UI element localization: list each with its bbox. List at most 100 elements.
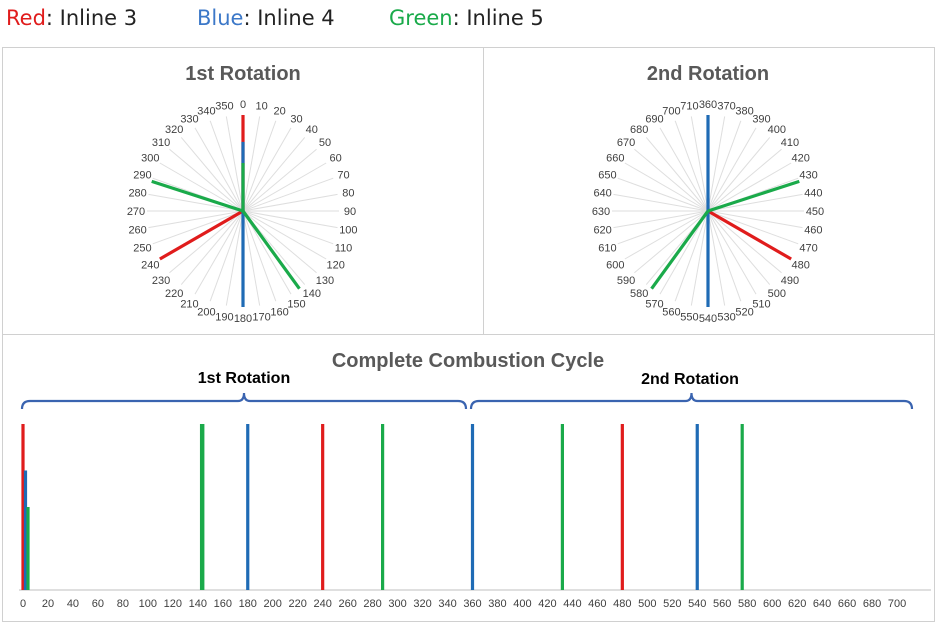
angle-tick-label: 550 (680, 311, 698, 323)
angle-tick-label: 170 (252, 311, 270, 323)
legend-blue-word: Blue (197, 6, 244, 30)
angle-tick-label: 290 (133, 169, 151, 181)
legend-item-green: Green: Inline 5 (389, 6, 544, 30)
angle-tick-label: 190 (215, 311, 233, 323)
grid-spoke (242, 127, 292, 212)
grid-spoke (225, 210, 244, 306)
angle-tick-label: 20 (273, 105, 285, 117)
x-tick-label: 40 (67, 598, 79, 610)
x-tick-label: 680 (863, 598, 881, 610)
x-tick-label: 460 (588, 598, 606, 610)
x-tick-label: 300 (388, 598, 406, 610)
angle-tick-label: 220 (165, 288, 183, 300)
angle-tick-label: 700 (662, 105, 680, 117)
angle-tick-label: 380 (735, 105, 753, 117)
angle-tick-label: 620 (593, 225, 611, 237)
series-green-line (707, 179, 800, 213)
legend-item-red: Red: Inline 3 (6, 6, 137, 30)
chart-title: 1st Rotation (185, 63, 301, 85)
angle-tick-label: 510 (752, 299, 770, 311)
angle-tick-label: 650 (598, 169, 616, 181)
x-tick-label: 440 (563, 598, 581, 610)
annotation-1st-rotation: 1st Rotation (198, 370, 290, 387)
angle-tick-label: 330 (180, 113, 198, 125)
grid-spoke (634, 210, 709, 274)
grid-spoke (707, 210, 799, 245)
grid-spoke (148, 193, 244, 212)
angle-tick-label: 590 (617, 275, 635, 287)
angle-tick-label: 490 (781, 275, 799, 287)
legend-red-text: : Inline 3 (45, 6, 138, 30)
grid-spoke (159, 162, 244, 212)
grid-spoke (613, 210, 709, 229)
angle-tick-label: 150 (287, 299, 305, 311)
brace-1st-rotation (20, 392, 468, 410)
x-tick-label: 120 (164, 598, 182, 610)
angle-tick-label: 390 (752, 113, 770, 125)
bar-blue (246, 424, 250, 590)
chart-title: Complete Combustion Cycle (332, 350, 604, 372)
legend-item-blue: Blue: Inline 4 (197, 6, 335, 30)
grid-spoke (242, 148, 317, 212)
grid-spoke (242, 177, 334, 212)
angle-tick-label: 80 (342, 187, 354, 199)
grid-spoke (242, 210, 277, 302)
legend-green-text: : Inline 5 (452, 6, 544, 30)
angle-tick-label: 460 (804, 225, 822, 237)
brace-2nd-rotation (469, 392, 914, 410)
x-tick-label: 400 (513, 598, 531, 610)
bar-blue (695, 424, 699, 590)
angle-tick-label: 470 (799, 243, 817, 255)
grid-spoke (707, 210, 803, 229)
angle-tick-label: 160 (270, 307, 288, 319)
grid-spoke (613, 193, 709, 212)
angle-tick-label: 230 (152, 275, 170, 287)
series-green-line (650, 210, 710, 290)
angle-tick-label: 60 (330, 153, 342, 165)
series-red-line (707, 209, 792, 261)
x-tick-label: 360 (463, 598, 481, 610)
grid-spoke (242, 210, 338, 229)
grid-spoke (634, 148, 709, 212)
grid-spoke (707, 210, 771, 285)
angle-tick-label: 690 (645, 113, 663, 125)
grid-spoke (242, 162, 327, 212)
x-tick-label: 380 (488, 598, 506, 610)
grid-spoke (242, 210, 261, 306)
angle-tick-label: 400 (768, 124, 786, 136)
grid-spoke (707, 162, 792, 212)
x-tick-label: 80 (117, 598, 129, 610)
grid-spoke (617, 177, 709, 212)
grid-spoke (242, 137, 306, 212)
grid-spoke (152, 210, 244, 245)
x-tick-label: 500 (638, 598, 656, 610)
x-tick-label: 260 (338, 598, 356, 610)
angle-tick-label: 100 (339, 225, 357, 237)
angle-tick-label: 300 (141, 153, 159, 165)
grid-spoke (169, 148, 244, 212)
angle-tick-label: 30 (290, 113, 302, 125)
grid-spoke (242, 210, 292, 295)
x-tick-label: 160 (214, 598, 232, 610)
x-tick-label: 600 (763, 598, 781, 610)
x-tick-label: 580 (738, 598, 756, 610)
angle-tick-label: 260 (128, 225, 146, 237)
bar-green (26, 507, 30, 590)
angle-tick-label: 560 (662, 307, 680, 319)
angle-tick-label: 570 (645, 299, 663, 311)
radar-panel-1: 1st Rotation 0 10 20 30 40 50 60 70 80 90 100 110 120… (2, 47, 484, 335)
bar-red (21, 424, 25, 590)
x-tick-label: 700 (888, 598, 906, 610)
grid-spoke (180, 210, 244, 285)
bar-blue (470, 424, 475, 590)
legend-blue-text: : Inline 4 (243, 6, 335, 30)
grid-spoke (180, 137, 244, 212)
grid-spoke (242, 120, 277, 212)
grid-spoke (707, 116, 726, 212)
grid-spoke (148, 210, 244, 229)
grid-spoke (707, 210, 782, 274)
angle-tick-label: 440 (804, 187, 822, 199)
angle-tick-label: 370 (717, 101, 735, 113)
bar-blue (23, 470, 28, 590)
